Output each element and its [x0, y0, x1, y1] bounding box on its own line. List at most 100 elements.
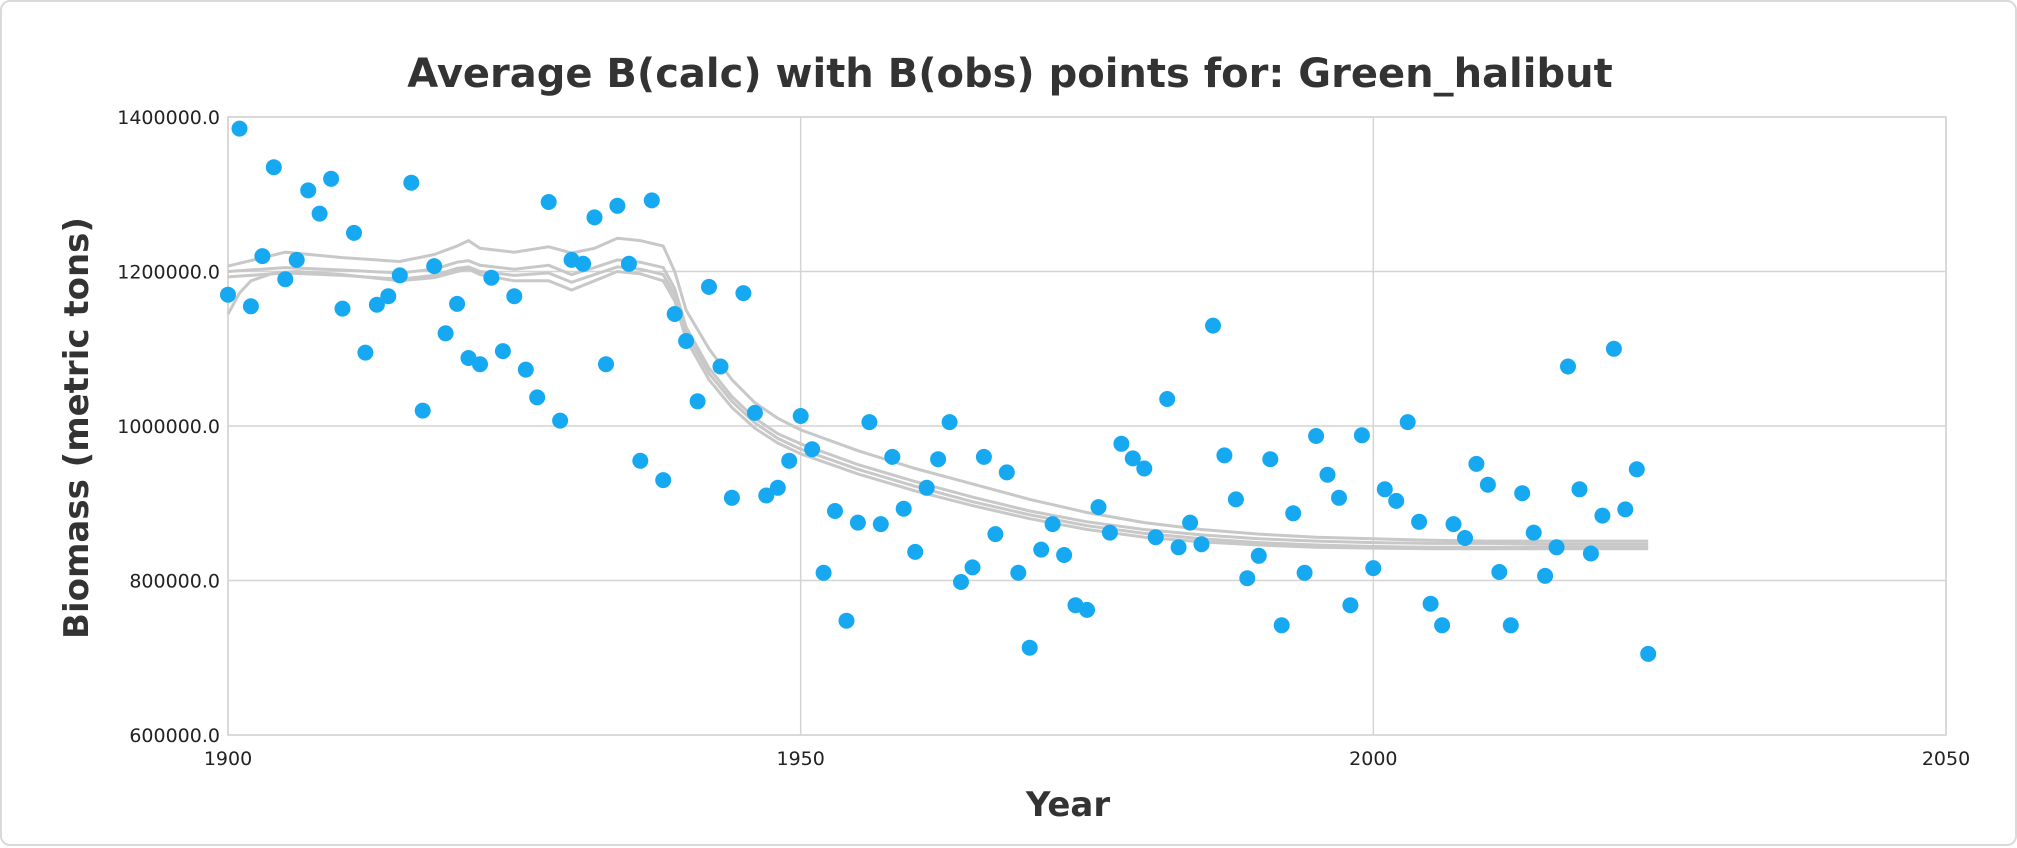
obs-point: [529, 389, 546, 406]
obs-point: [1514, 485, 1531, 502]
obs-point: [1468, 455, 1485, 472]
obs-point: [1136, 460, 1153, 477]
obs-point: [1422, 595, 1439, 612]
obs-point: [643, 192, 660, 209]
obs-point: [449, 295, 466, 312]
obs-point: [1227, 491, 1244, 508]
obs-point: [712, 358, 729, 375]
obs-point: [1159, 391, 1176, 407]
obs-point: [540, 194, 557, 210]
obs-point: [1560, 358, 1576, 375]
obs-point: [655, 472, 672, 489]
obs-point: [311, 205, 328, 222]
obs-point: [1445, 516, 1462, 533]
obs-point: [1250, 547, 1267, 564]
obs-point: [953, 574, 969, 590]
calc-lines-layer: [226, 236, 1649, 551]
obs-point: [277, 271, 294, 288]
obs-point: [964, 559, 981, 576]
obs-point: [1594, 507, 1611, 524]
y-tick-label: 800000.0: [129, 571, 220, 593]
obs-point: [746, 404, 763, 421]
obs-point: [1170, 539, 1187, 556]
obs-point: [1628, 461, 1645, 478]
obs-point: [483, 269, 500, 286]
obs-point: [1090, 499, 1107, 516]
x-axis-title: Year: [1025, 785, 1111, 825]
y-axis-title: Biomass (metric tons): [57, 217, 97, 639]
obs-point: [895, 500, 912, 517]
obs-point: [620, 255, 637, 272]
obs-point: [1491, 564, 1508, 580]
obs-point: [632, 452, 649, 469]
obs-point: [872, 516, 889, 533]
obs-point: [1640, 645, 1657, 662]
obs-point: [1262, 451, 1279, 468]
x-tick-label: 1950: [776, 748, 824, 770]
y-tick-label: 600000.0: [129, 725, 220, 747]
obs-point: [609, 197, 626, 214]
obs-point: [1434, 617, 1451, 634]
obs-point: [517, 361, 534, 378]
obs-point: [472, 356, 488, 373]
obs-point: [1605, 340, 1622, 357]
obs-point: [552, 412, 569, 429]
obs-point: [1044, 516, 1061, 533]
x-tick-label: 2000: [1349, 748, 1397, 770]
obs-point: [723, 489, 740, 506]
calc-line-1: [227, 236, 1649, 543]
obs-point: [975, 448, 992, 465]
obs-point: [1239, 570, 1256, 587]
obs-point: [1021, 639, 1038, 656]
obs-point: [403, 174, 420, 191]
y-tick-label: 1000000.0: [117, 416, 220, 438]
obs-point: [827, 503, 843, 519]
obs-point: [1193, 536, 1210, 553]
obs-point: [1319, 466, 1336, 483]
obs-point: [792, 408, 809, 424]
obs-point: [1617, 501, 1634, 518]
obs-point: [1124, 450, 1141, 467]
obs-point: [769, 479, 786, 496]
obs-point: [849, 514, 866, 531]
obs-point: [1079, 601, 1095, 618]
obs-point: [1571, 481, 1588, 498]
obs-points-layer: [220, 120, 1657, 662]
obs-point: [334, 300, 351, 317]
obs-point: [506, 288, 523, 305]
obs-point: [838, 612, 855, 629]
obs-point: [804, 441, 821, 458]
obs-point: [1331, 489, 1347, 506]
obs-point: [1502, 617, 1519, 634]
calc-line-4: [226, 267, 1649, 551]
obs-point: [678, 333, 695, 349]
obs-point: [575, 255, 592, 272]
obs-point: [666, 306, 683, 322]
obs-point: [1411, 513, 1428, 530]
tick-labels-layer: 600000.0 800000.0 1000000.0 1200000.0 140000…: [117, 107, 1970, 770]
obs-point: [391, 267, 408, 284]
obs-point: [254, 248, 271, 265]
obs-point: [1353, 427, 1370, 444]
obs-point: [701, 278, 717, 295]
obs-point: [586, 209, 603, 226]
obs-point: [918, 479, 935, 496]
obs-point: [1296, 564, 1313, 581]
plot-area-border: [227, 116, 1947, 736]
obs-point: [1457, 530, 1473, 546]
y-tick-label: 1400000.0: [117, 107, 220, 129]
grid-layer: [227, 116, 1947, 736]
x-tick-label: 2050: [1922, 748, 1970, 770]
obs-point: [220, 286, 236, 303]
obs-point: [1101, 524, 1118, 541]
obs-point: [1216, 447, 1233, 464]
obs-point: [1582, 545, 1599, 562]
obs-point: [1308, 428, 1325, 444]
obs-point: [1365, 560, 1382, 577]
obs-point: [231, 120, 248, 137]
obs-point: [426, 258, 443, 275]
obs-point: [1342, 597, 1359, 614]
obs-point: [907, 543, 924, 560]
obs-point: [380, 288, 397, 305]
y-tick-label: 1200000.0: [117, 262, 220, 284]
